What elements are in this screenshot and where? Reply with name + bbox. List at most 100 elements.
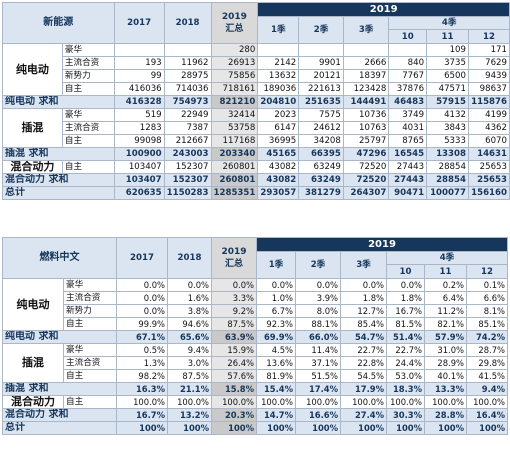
table-row: 新势力 0.0% 3.8% 9.2% 6.7% 8.0% 12.7% 16.7% 11.2% 8.… — [3, 304, 508, 318]
value-cell: 6147 — [257, 121, 300, 135]
value-cell: 100% — [340, 421, 387, 435]
value-cell: 1150283 — [163, 186, 212, 200]
value-cell: 7387 — [163, 121, 212, 135]
value-cell: 15.8% — [211, 382, 257, 396]
value-cell: 117168 — [210, 134, 259, 148]
value-cell: 193 — [113, 56, 165, 70]
value-cell: 0.2% — [424, 278, 467, 292]
value-cell: 4362 — [467, 121, 510, 135]
value-cell: 24612 — [298, 121, 344, 135]
value-cell: 25797 — [342, 134, 390, 148]
value-cell: 30.3% — [386, 408, 425, 422]
value-cell: 13308 — [426, 147, 469, 161]
value-cell: 620635 — [113, 186, 165, 200]
value-cell: 34208 — [298, 134, 344, 148]
value-cell: 0.0% — [295, 278, 341, 292]
value-cell: 3.8% — [167, 304, 212, 318]
value-cell — [257, 43, 300, 57]
table-row: 混合动力 自主 100.0% 100.0% 100.0% 100.0% 100.0% 100.… — [2, 395, 508, 409]
value-cell: 1.0% — [256, 291, 296, 305]
value-cell: 6.6% — [466, 291, 508, 305]
table-row: 主流合资 0.0% 1.6% 3.3% 1.0% 3.9% 1.8% 1.8% 6.4% 6.6% — [3, 291, 508, 305]
value-cell: 6.7% — [256, 304, 296, 318]
group-label: 纯电动 — [2, 278, 64, 331]
value-cell: 9439 — [467, 69, 510, 83]
value-cell: 100% — [211, 421, 257, 435]
value-cell: 416036 — [113, 82, 165, 96]
value-cell: 51.4% — [386, 330, 425, 344]
total-label: 汇总 — [225, 24, 244, 34]
value-cell: 0.0% — [386, 278, 425, 292]
value-cell: 57.9% — [424, 330, 467, 344]
value-cell: 16.7% — [116, 408, 168, 422]
value-cell: 718161 — [210, 82, 259, 96]
value-cell: 754973 — [163, 95, 212, 109]
value-cell: 94.6% — [167, 317, 212, 331]
segment-label: 自主 — [61, 160, 115, 174]
value-cell: 16.4% — [466, 408, 508, 422]
value-cell: 72520 — [342, 173, 390, 187]
value-cell: 11962 — [163, 56, 212, 70]
year-2019-header: 2019 — [257, 2, 510, 17]
value-cell: 1283 — [113, 121, 165, 135]
summary-row: 插混 求和 100900 243003 203340 45165 66395 47296 16… — [2, 147, 510, 161]
value-cell: 75856 — [210, 69, 259, 83]
value-cell: 100.0% — [386, 395, 425, 409]
table-row: 纯电动 豪华 280 109 171 — [2, 43, 510, 96]
value-cell: 3.0% — [167, 356, 212, 370]
value-cell: 13.3% — [424, 382, 467, 396]
value-cell: 72520 — [342, 160, 390, 174]
value-cell: 63.9% — [211, 330, 257, 344]
new-energy-volume-table: 新能源 2017 2018 2019 汇总 2019 1季 2季 3季 4季 1… — [2, 2, 510, 200]
summary-row: 总计 100% 100% 100% 100% 100% 100% 100% 100% 100% — [2, 421, 508, 435]
segment-label: 豪华 — [61, 43, 115, 57]
month-10-header: 10 — [386, 264, 425, 279]
value-cell: 9.4% — [466, 382, 508, 396]
year-2019-total-header: 2019 汇总 — [210, 2, 259, 44]
summary-row: 总计 620635 1150283 1285351 293057 381279 264307… — [2, 186, 510, 200]
value-cell: 3.3% — [211, 291, 257, 305]
value-cell: 46483 — [388, 95, 428, 109]
value-cell: 17.4% — [295, 382, 341, 396]
value-cell: 26.4% — [211, 356, 257, 370]
value-cell: 37.1% — [295, 356, 341, 370]
value-cell: 5333 — [426, 134, 469, 148]
value-cell — [388, 43, 428, 57]
total-year: 2019 — [221, 247, 247, 257]
value-cell: 2023 — [257, 108, 300, 122]
value-cell: 8.1% — [466, 304, 508, 318]
summary-label: 混合动力 求和 — [2, 173, 115, 187]
value-cell: 18.3% — [386, 382, 425, 396]
value-cell: 90471 — [388, 186, 428, 200]
value-cell: 41.5% — [466, 369, 508, 383]
value-cell: 416328 — [113, 95, 165, 109]
year-2018-header: 2018 — [163, 2, 212, 44]
value-cell: 1285351 — [210, 186, 259, 200]
value-cell: 4.5% — [256, 343, 296, 357]
year-2019-header: 2019 — [256, 237, 508, 252]
value-cell: 100.0% — [256, 395, 296, 409]
value-cell: 243003 — [163, 147, 212, 161]
value-cell: 3843 — [426, 121, 469, 135]
group-label: 混合动力 — [2, 160, 63, 174]
q4-header: 4季 — [388, 16, 510, 30]
value-cell: 29.8% — [466, 356, 508, 370]
value-cell: 17.9% — [340, 382, 387, 396]
value-cell: 14631 — [467, 147, 510, 161]
value-cell: 9.2% — [211, 304, 257, 318]
value-cell: 10736 — [342, 108, 390, 122]
value-cell: 98637 — [467, 82, 510, 96]
value-cell: 144491 — [342, 95, 390, 109]
value-cell: 212667 — [163, 134, 212, 148]
value-cell: 103407 — [113, 173, 165, 187]
value-cell: 54.7% — [340, 330, 387, 344]
year-2017-header: 2017 — [116, 237, 168, 279]
year-2017-header: 2017 — [113, 2, 165, 44]
value-cell: 12.7% — [340, 304, 387, 318]
value-cell: 9.4% — [167, 343, 212, 357]
summary-label: 插混 求和 — [2, 382, 117, 396]
value-cell: 11.2% — [424, 304, 467, 318]
value-cell: 2142 — [257, 56, 300, 70]
table-row: 新势力 99 28975 75856 13632 20121 18397 7767 6500 94… — [3, 69, 510, 83]
value-cell — [113, 43, 165, 57]
